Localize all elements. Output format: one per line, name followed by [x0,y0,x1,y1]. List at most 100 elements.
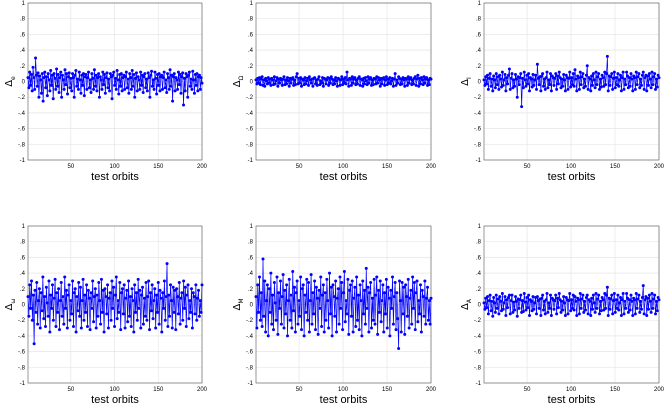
data-point [400,82,404,86]
data-point [513,84,517,88]
data-point [372,277,376,281]
data-point [640,295,644,299]
data-point [173,89,177,93]
data-point [174,76,178,80]
data-point [284,312,288,316]
data-point [612,299,615,303]
data-point [314,328,317,332]
data-point [415,77,419,81]
data-point [100,87,104,91]
data-point [518,76,522,80]
x-tick-label: 200 [197,164,208,170]
data-point [30,89,34,93]
data-point [604,83,608,87]
data-point [616,293,620,297]
data-point [153,70,157,74]
data-point [281,273,285,277]
data-point [285,82,289,86]
data-point [549,313,553,317]
data-point [498,73,502,77]
data-point [138,87,142,91]
data-point [410,322,414,326]
data-point [356,293,360,297]
data-point [647,307,650,311]
data-point [537,83,541,87]
data-point [569,309,573,313]
data-point [634,292,638,296]
data-point [263,279,267,283]
data-point [647,293,651,297]
x-tick-label: 150 [610,164,621,170]
data-point [654,312,657,316]
data-point [357,328,361,332]
data-point [544,76,548,80]
y-tick-label: .4 [248,271,254,277]
data-point [119,328,123,332]
data-point [554,72,558,76]
data-point [99,277,103,281]
data-point [547,78,551,82]
data-point [83,75,87,79]
data-point [595,83,599,87]
data-point [619,313,623,317]
y-tick-label: -.6 [18,127,26,133]
data-point [296,322,300,326]
data-point [391,275,394,279]
data-point [258,318,262,322]
data-point [181,71,185,75]
data-point [609,75,613,79]
data-point [69,76,73,80]
data-point [363,76,367,80]
data-point [273,82,277,86]
data-point [363,322,367,326]
data-point [276,84,280,88]
data-point [272,75,276,79]
data-point [392,295,396,299]
data-point [485,82,489,86]
data-point [42,317,46,321]
data-point [407,81,411,85]
y-tick-label: -.4 [246,111,254,117]
data-point [274,79,278,83]
data-point [81,72,85,76]
data-point [53,76,57,80]
data-point [103,91,107,95]
series-line [27,57,203,106]
data-point [163,86,167,90]
data-point [568,292,572,296]
data-point [396,317,400,321]
data-point [509,299,513,303]
data-point [31,65,35,69]
y-tick-label: 1 [250,224,254,230]
data-point [425,76,429,80]
data-point [180,75,184,79]
data-point [33,288,37,292]
data-point [278,81,282,85]
data-point [75,84,79,88]
data-point [304,310,308,314]
x-tick-label: 50 [296,164,303,170]
data-point [185,293,189,297]
y-tick-label: .2 [476,64,482,70]
data-point [345,70,349,74]
data-point [197,288,200,292]
data-point [531,72,535,76]
data-point [648,77,652,81]
data-point [300,287,304,291]
data-point [286,79,290,83]
y-tick-label: .8 [248,240,254,246]
data-point [326,299,330,303]
data-point [191,69,195,73]
data-point [145,89,149,93]
data-point [55,291,59,295]
data-point [567,299,571,303]
data-point [526,306,530,310]
data-point [38,326,42,330]
data-point [129,324,133,328]
y-tick-label: .4 [20,48,26,54]
data-point [359,299,363,303]
data-point [64,306,68,310]
data-point [613,86,617,90]
data-point [66,92,70,96]
